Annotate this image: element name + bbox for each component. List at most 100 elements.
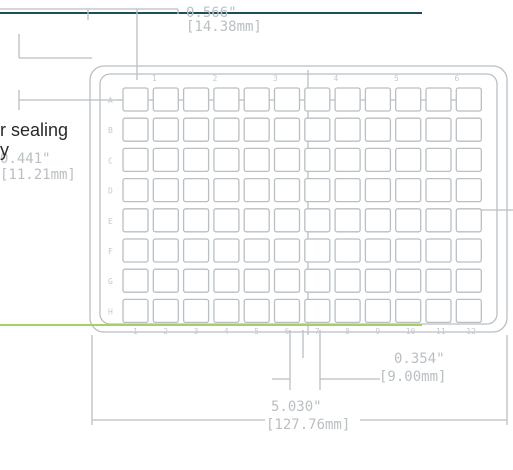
well-G1: [122, 268, 149, 293]
well-D9: [364, 177, 392, 203]
well-E12: [455, 208, 482, 233]
top-dim-mm: [14.38mm]: [186, 19, 262, 35]
column-label-3: 3: [194, 327, 199, 336]
well-D8: [334, 177, 361, 203]
well-H10: [395, 298, 422, 324]
well-G9: [364, 268, 392, 293]
well-F12: [455, 238, 482, 263]
well-A9: [364, 87, 392, 112]
well-C6: [273, 147, 301, 173]
well-C8: [334, 147, 361, 173]
well-C10: [395, 147, 422, 173]
well-A12: [455, 87, 482, 112]
well-C4: [213, 147, 240, 173]
column-label-1: 1: [133, 327, 138, 336]
well-B8: [334, 117, 361, 142]
well-B9: [364, 117, 392, 142]
pitch-dim-mm: [9.00mm]: [379, 369, 447, 385]
row-label-B: B: [108, 126, 113, 135]
well-D6: [273, 177, 301, 203]
top-dim-inch: 0.566": [186, 5, 237, 21]
column-label-6: 6: [285, 327, 290, 336]
well-H7: [304, 298, 331, 324]
overlay-text-line-1: r sealing: [0, 120, 69, 140]
well-A10: [395, 87, 422, 112]
well-C2: [152, 147, 179, 173]
well-F4: [213, 238, 240, 263]
top-number-1: 1: [152, 74, 157, 83]
well-C9: [364, 147, 392, 173]
well-F6: [273, 238, 301, 263]
well-H4: [213, 298, 240, 324]
well-E10: [395, 208, 422, 233]
well-A11: [425, 87, 452, 112]
well-F2: [152, 238, 179, 263]
column-label-10: 10: [406, 327, 416, 336]
well-G5: [243, 268, 270, 293]
well-F9: [364, 238, 392, 263]
width-dim-inch: 5.030": [271, 399, 322, 415]
well-A2: [152, 87, 179, 112]
row-label-H: H: [108, 307, 113, 316]
well-H9: [364, 298, 392, 324]
well-D2: [152, 177, 179, 203]
well-F11: [425, 238, 452, 263]
column-label-5: 5: [254, 327, 259, 336]
row-label-E: E: [108, 217, 113, 226]
well-B1: [122, 117, 149, 142]
well-E9: [364, 208, 392, 233]
column-label-7: 7: [315, 327, 320, 336]
green-divider-line: [0, 324, 422, 326]
well-F1: [122, 238, 149, 263]
column-label-4: 4: [224, 327, 229, 336]
well-C7: [304, 147, 331, 173]
well-G10: [395, 268, 422, 293]
well-D10: [395, 177, 422, 203]
well-G11: [425, 268, 452, 293]
top-number-3: 3: [273, 74, 278, 83]
column-label-11: 11: [436, 327, 446, 336]
well-C5: [243, 147, 270, 173]
well-G4: [213, 268, 240, 293]
well-A8: [334, 87, 361, 112]
well-D1: [122, 177, 149, 203]
well-H2: [152, 298, 179, 324]
well-G12: [455, 268, 482, 293]
row-label-G: G: [108, 277, 113, 286]
well-G8: [334, 268, 361, 293]
plate-outline: [89, 65, 508, 333]
well-A5: [243, 87, 270, 112]
well-F8: [334, 238, 361, 263]
column-label-12: 12: [466, 327, 476, 336]
row-label-F: F: [108, 247, 113, 256]
well-D3: [182, 177, 210, 203]
well-D4: [213, 177, 240, 203]
well-H12: [455, 298, 482, 324]
well-D7: [304, 177, 331, 203]
column-label-9: 9: [375, 327, 380, 336]
top-number-2: 2: [213, 74, 218, 83]
pitch-dim-inch: 0.354": [394, 351, 445, 367]
well-E2: [152, 208, 179, 233]
well-F10: [395, 238, 422, 263]
well-B3: [182, 117, 210, 142]
well-B6: [273, 117, 301, 142]
well-B7: [304, 117, 331, 142]
well-E4: [213, 208, 240, 233]
well-H1: [122, 298, 149, 324]
well-G2: [152, 268, 179, 293]
well-A7: [304, 87, 331, 112]
well-A1: [122, 87, 149, 112]
left-dim-inch: 0.441": [0, 151, 51, 167]
well-E5: [243, 208, 270, 233]
top-number-4: 4: [334, 74, 339, 83]
top-number-6: 6: [455, 74, 460, 83]
well-G7: [304, 268, 331, 293]
overlay-text-line-2: y: [0, 140, 9, 160]
top-number-5: 5: [394, 74, 399, 83]
well-C11: [425, 147, 452, 173]
well-E3: [182, 208, 210, 233]
well-E11: [425, 208, 452, 233]
well-B4: [213, 117, 240, 142]
